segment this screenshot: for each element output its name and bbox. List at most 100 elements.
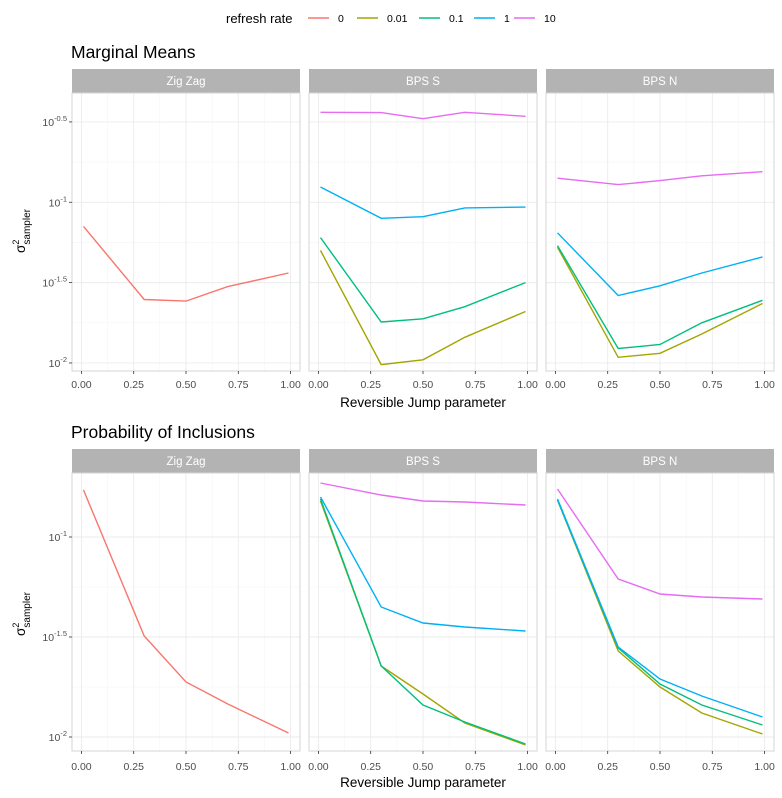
legend-label-0-1: 0.1 <box>449 13 464 25</box>
strip-background <box>309 449 537 473</box>
x-tick-label: 0.00 <box>545 379 566 391</box>
y-axis-superscript: 2 <box>11 240 21 245</box>
series-line-refresh-0-01 <box>556 246 763 359</box>
x-tick-label: 0.50 <box>650 379 671 391</box>
series-line-refresh-0-1 <box>556 245 763 350</box>
y-tick-label: 10-0.5 <box>42 114 67 129</box>
y-tick-exponent: -2 <box>60 729 67 738</box>
x-tick-label: 0.50 <box>650 761 671 773</box>
legend-label-1: 1 <box>504 13 510 25</box>
strip-label: BPS N <box>643 76 678 88</box>
y-tick-exponent: -1 <box>60 194 67 203</box>
legend: refresh rate 0 0.01 0.1 1 10 <box>226 11 556 26</box>
series-line-refresh-0-1 <box>319 498 526 745</box>
y-tick-base: 10 <box>49 358 61 370</box>
x-axis-title: Reversible Jump parameter <box>340 775 506 790</box>
series-line-refresh-0 <box>82 489 289 734</box>
y-axis-subscript: sampler <box>22 591 33 627</box>
strip-background <box>72 69 300 93</box>
x-tick-label: 0.50 <box>413 761 434 773</box>
y-tick-exponent: -0.5 <box>54 114 67 123</box>
y-axis-title: σ2sampler <box>11 591 33 636</box>
series-line-refresh-0-01 <box>556 499 763 735</box>
series-line-refresh-1 <box>556 498 763 718</box>
strip-background <box>309 69 537 93</box>
y-axis-superscript: 2 <box>11 623 21 628</box>
y-tick-exponent: -1.5 <box>54 629 67 638</box>
y-axis-title-text: σ2sampler <box>11 591 33 636</box>
x-tick-label: 0.25 <box>123 761 144 773</box>
x-tick-label: 1.00 <box>517 761 538 773</box>
x-tick-label: 0.25 <box>597 379 618 391</box>
x-tick-label: 1.00 <box>754 761 775 773</box>
x-tick-label: 1.00 <box>754 379 775 391</box>
series-line-refresh-10 <box>557 171 763 186</box>
y-tick-base: 10 <box>42 117 54 129</box>
series-line-refresh-10 <box>320 111 526 120</box>
legend-label-0-01: 0.01 <box>387 13 408 25</box>
marginal-means-plot: Marginal Means Zig Zag 0.00 0.25 0.50 0.75 1.0… <box>11 42 775 410</box>
x-tick-label: 1.00 <box>280 379 301 391</box>
strip-label: BPS S <box>406 456 440 468</box>
y-tick-exponent: -2 <box>60 355 67 364</box>
series-line-refresh-0-01 <box>319 250 526 366</box>
x-tick-label: 1.00 <box>280 761 301 773</box>
y-tick-base: 10 <box>49 532 61 544</box>
x-tick-label: 0.75 <box>465 761 486 773</box>
y-tick-base: 10 <box>49 197 61 209</box>
panel-bps-n: BPS N 0.00 0.25 0.50 0.75 1.00 <box>545 449 775 773</box>
x-tick-label: 1.00 <box>517 379 538 391</box>
strip-background <box>546 449 774 473</box>
x-tick-label: 0.00 <box>545 761 566 773</box>
strip-label: Zig Zag <box>167 456 206 468</box>
series-line-refresh-1 <box>319 496 526 632</box>
legend-label-0: 0 <box>338 13 344 25</box>
x-tick-label: 0.75 <box>702 379 723 391</box>
x-tick-label: 0.50 <box>176 379 197 391</box>
legend-title: refresh rate <box>226 11 292 26</box>
strip-label: BPS N <box>643 456 678 468</box>
y-axis-sigma: σ <box>13 244 28 253</box>
y-tick-exponent: -1 <box>60 529 67 538</box>
y-tick-label: 10-1.5 <box>42 275 67 290</box>
y-axis-title-text: σ2sampler <box>11 208 33 253</box>
x-tick-label: 0.00 <box>71 379 92 391</box>
series-line-refresh-0-1 <box>319 237 526 323</box>
strip-background <box>72 449 300 473</box>
x-tick-label: 0.25 <box>123 379 144 391</box>
x-tick-label: 0.75 <box>228 379 249 391</box>
strip-label: BPS S <box>406 76 440 88</box>
panel-bps-s: BPS S 0.00 0.25 0.50 0.75 1.00 <box>308 449 538 773</box>
strip-background <box>546 69 774 93</box>
series-line-refresh-1 <box>320 186 526 220</box>
x-tick-label: 0.25 <box>360 761 381 773</box>
x-tick-label: 0.25 <box>360 379 381 391</box>
x-tick-label: 0.50 <box>176 761 197 773</box>
series-line-refresh-10 <box>556 488 763 600</box>
plot-title: Probability of Inclusions <box>71 422 255 442</box>
legend-label-10: 10 <box>544 13 556 25</box>
x-tick-label: 0.75 <box>702 761 723 773</box>
y-tick-label: 10-1 <box>49 529 67 544</box>
x-tick-label: 0.00 <box>308 761 329 773</box>
probability-of-inclusions-plot: Probability of Inclusions Zig Zag 0.00 0.25… <box>11 422 775 790</box>
strip-label: Zig Zag <box>167 76 206 88</box>
x-tick-label: 0.25 <box>597 761 618 773</box>
y-axis-sigma: σ <box>13 627 28 636</box>
y-tick-label: 10-1.5 <box>42 629 67 644</box>
panel-bps-s: BPS S 0.00 0.25 0.50 0.75 1.00 <box>308 69 538 391</box>
y-axis-subscript: sampler <box>22 208 33 244</box>
series-line-refresh-10 <box>320 482 526 506</box>
y-tick-exponent: -1.5 <box>54 275 67 284</box>
y-tick-label: 10-2 <box>49 729 67 744</box>
y-tick-base: 10 <box>42 632 54 644</box>
x-tick-label: 0.00 <box>71 761 92 773</box>
y-tick-base: 10 <box>49 732 61 744</box>
x-axis-title: Reversible Jump parameter <box>340 395 506 410</box>
y-axis-title: σ2sampler <box>11 208 33 253</box>
x-tick-label: 0.50 <box>413 379 434 391</box>
series-line-refresh-1 <box>556 232 763 297</box>
